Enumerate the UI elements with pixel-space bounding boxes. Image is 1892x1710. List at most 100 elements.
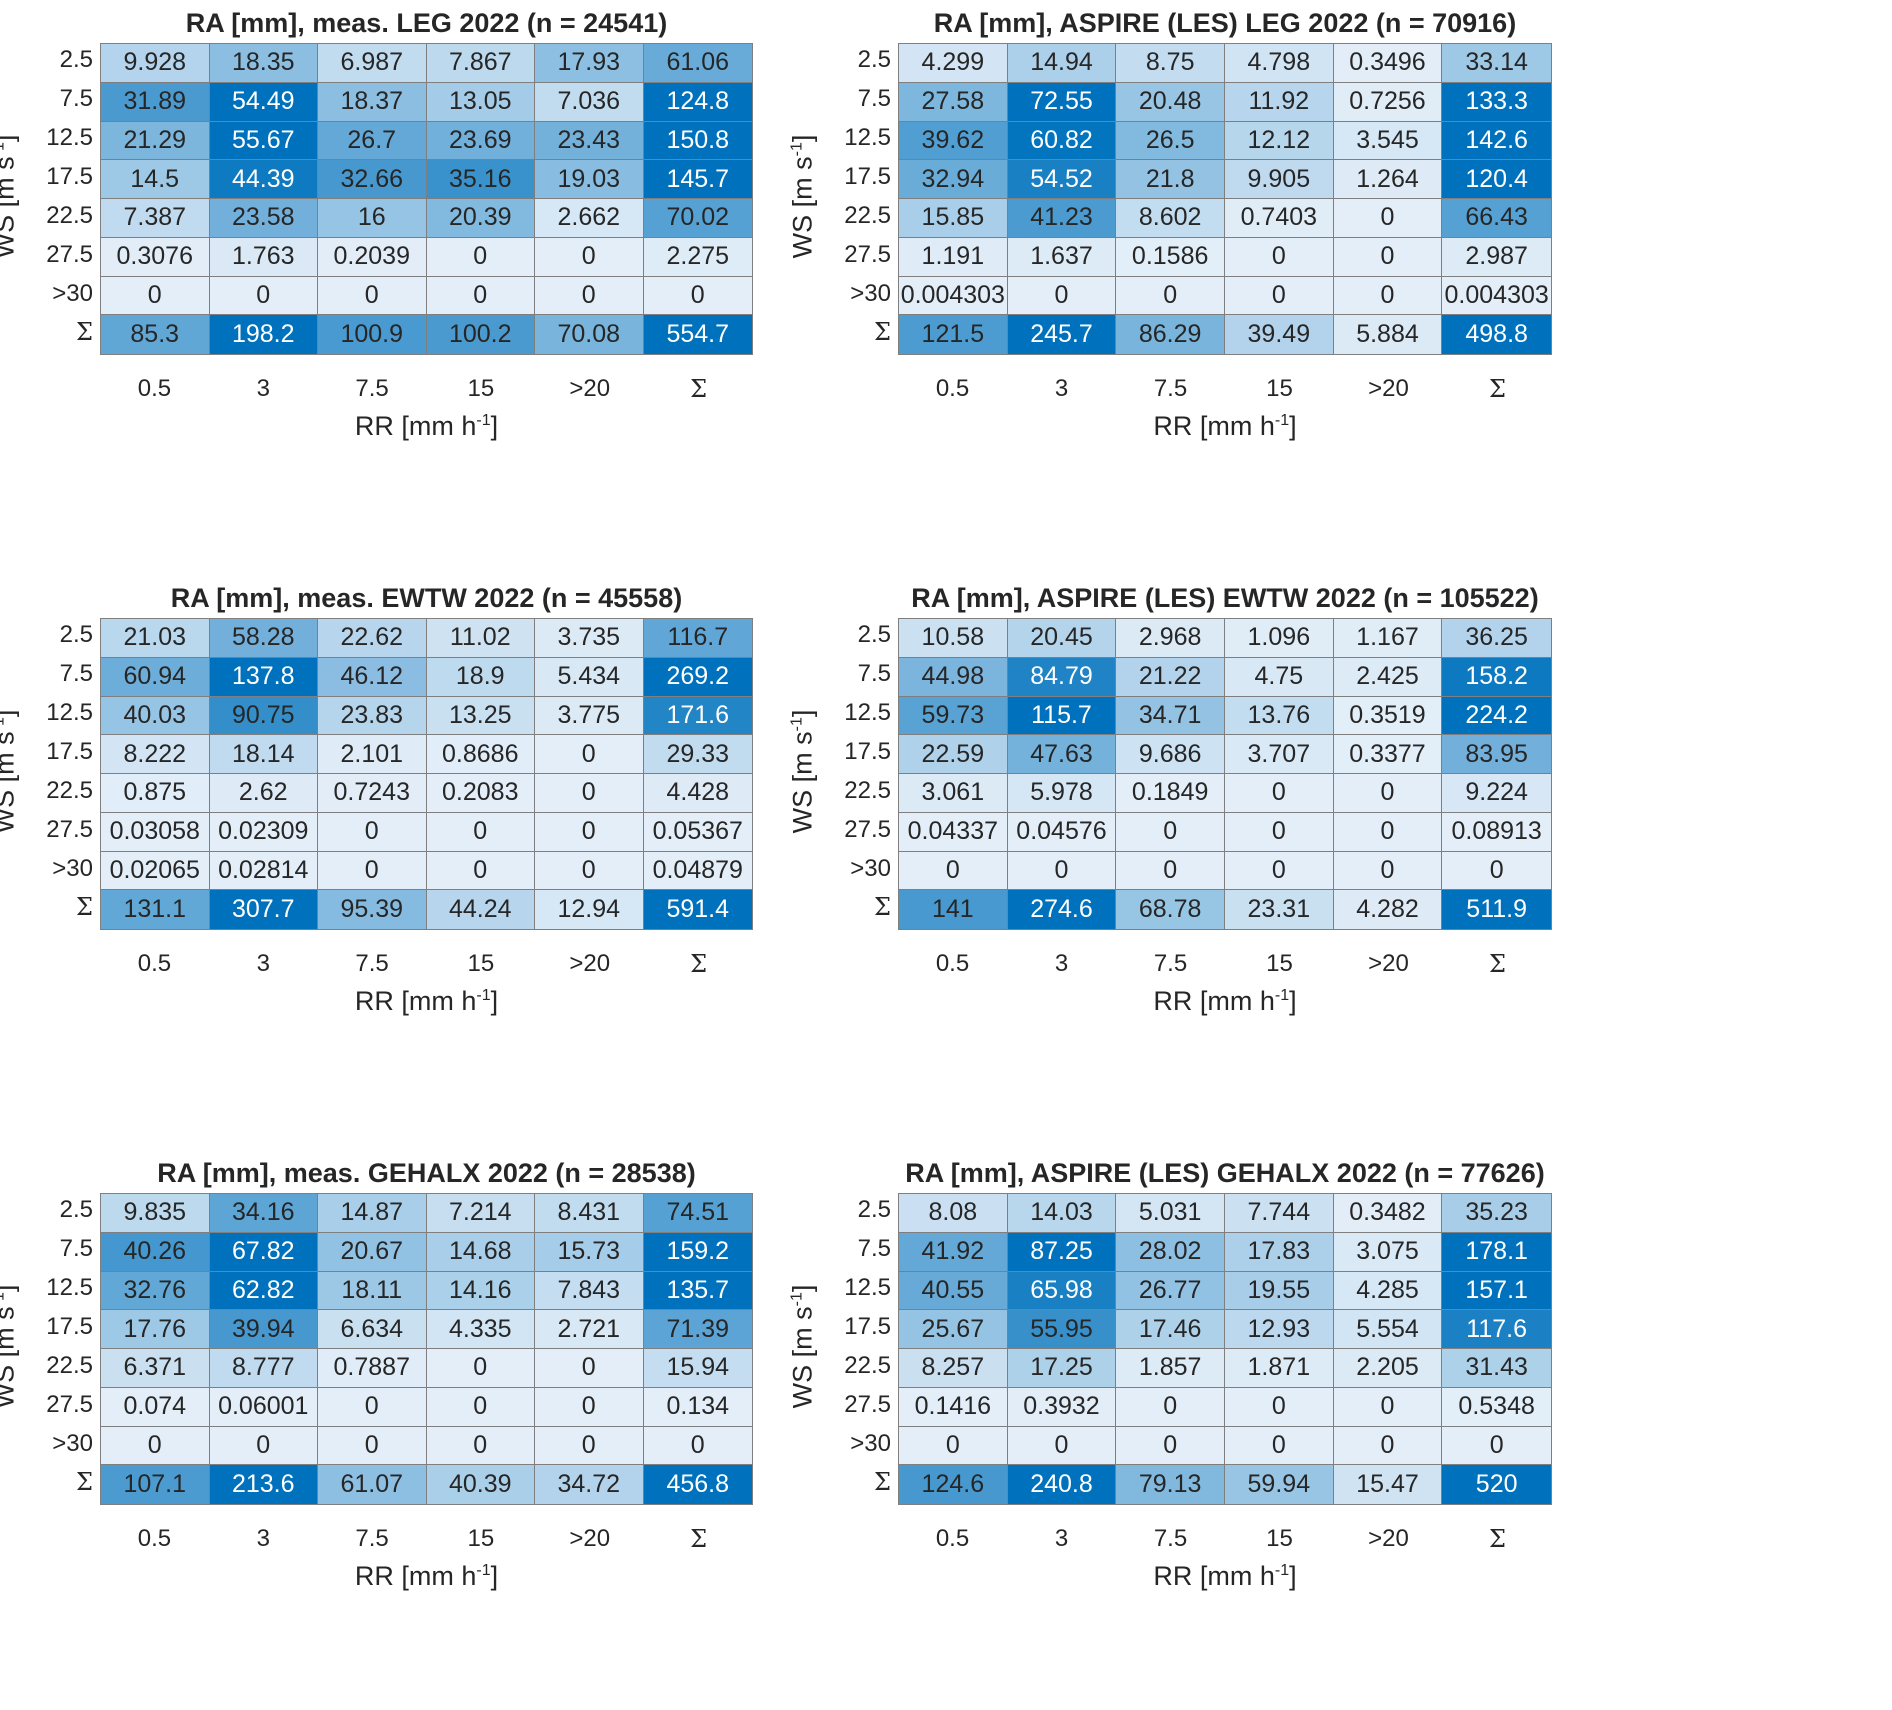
heatmap-sum-cell: 0.05367 — [643, 812, 752, 852]
y-tick-label: 7.5 — [857, 1235, 891, 1262]
heatmap-cell: 17.76 — [101, 1310, 210, 1349]
y-tick-label: >30 — [850, 855, 891, 882]
heatmap-sum-cell: 31.43 — [1442, 1349, 1551, 1388]
x-tick-label: >20 — [569, 950, 611, 977]
heatmap-sum-cell: 0.134 — [643, 1387, 752, 1427]
heatmap-cell: 2.205 — [1333, 1349, 1443, 1388]
heatmap-sum-cell: 39.49 — [1224, 315, 1334, 354]
heatmap-sum-cell: 15.94 — [643, 1349, 752, 1388]
y-tick-label: 12.5 — [46, 1274, 93, 1301]
heatmap-panel: RA [mm], ASPIRE (LES) EWTW 2022 (n = 105… — [788, 575, 1892, 1135]
heatmap-sum-cell: 86.29 — [1116, 315, 1225, 354]
heatmap-cell: 55.67 — [209, 121, 318, 161]
y-tick-label: 7.5 — [59, 660, 93, 687]
heatmap-sum-cell: 44.24 — [426, 890, 535, 929]
y-tick-label: >30 — [850, 1430, 891, 1457]
heatmap-cell: 26.5 — [1116, 121, 1225, 161]
heatmap-cell: 1.096 — [1224, 619, 1334, 658]
heatmap-cell: 0 — [1116, 1387, 1225, 1427]
x-axis-label: RR [mm h-1] — [1153, 986, 1297, 1016]
y-tick-label: 2.5 — [857, 621, 891, 648]
heatmap-sum-cell: 224.2 — [1442, 696, 1551, 736]
heatmap-sum-cell: 23.31 — [1224, 890, 1334, 929]
y-tick-label: 27.5 — [844, 1391, 891, 1418]
y-tick-label: >30 — [52, 855, 93, 882]
heatmap-cell: 46.12 — [318, 657, 427, 697]
heatmap-cell: 7.744 — [1224, 1194, 1334, 1233]
heatmap-sum-cell: 150.8 — [643, 121, 752, 161]
heatmap-sum-cell: 121.5 — [899, 315, 1008, 354]
heatmap-cell: 20.67 — [318, 1232, 427, 1272]
heatmap-cell: 0.02309 — [209, 812, 318, 852]
heatmap-sum-cell: 0.04879 — [643, 851, 752, 891]
heatmap-grid: 21.03 58.28 22.62 11.02 3.735 116.7 60.94 137.8… — [100, 618, 753, 930]
y-axis-label: WS [m s-1] — [0, 710, 20, 834]
x-tick-label: >20 — [1368, 950, 1409, 977]
heatmap-cell: 7.387 — [101, 199, 210, 238]
heatmap-sum-cell: 83.95 — [1442, 735, 1551, 774]
heatmap-cell: 0 — [1333, 276, 1443, 316]
heatmap-cell: 2.62 — [209, 774, 318, 813]
heatmap-cell: 0 — [1224, 1426, 1334, 1466]
heatmap-cell: 17.93 — [535, 44, 644, 83]
heatmap-cell: 0 — [1116, 851, 1225, 891]
heatmap-cell: 0.7243 — [318, 774, 427, 813]
heatmap-cell: 5.434 — [535, 657, 644, 697]
heatmap-sum-cell: 9.224 — [1442, 774, 1551, 813]
y-tick-label: Σ — [76, 893, 93, 921]
y-tick-label: Σ — [76, 318, 93, 346]
heatmap-cell: 0 — [899, 1426, 1008, 1466]
heatmap-sum-cell: 4.282 — [1333, 890, 1443, 929]
heatmap-cell: 0.3377 — [1333, 735, 1443, 774]
heatmap-sum-cell: 29.33 — [643, 735, 752, 774]
heatmap-sum-cell: 117.6 — [1442, 1310, 1551, 1349]
heatmap-sum-cell: 142.6 — [1442, 121, 1551, 161]
heatmap-cell: 0 — [1116, 812, 1225, 852]
heatmap-panel: RA [mm], ASPIRE (LES) LEG 2022 (n = 7091… — [788, 0, 1892, 560]
heatmap-sum-cell: 141 — [899, 890, 1008, 929]
heatmap-cell: 13.05 — [426, 82, 535, 122]
heatmap-cell: 0 — [899, 851, 1008, 891]
heatmap-sum-cell: 498.8 — [1442, 315, 1551, 354]
heatmap-sum-cell: 120.4 — [1442, 160, 1551, 199]
y-tick-label: 17.5 — [46, 738, 93, 765]
heatmap-cell: 0.3496 — [1333, 44, 1443, 83]
heatmap-sum-cell: 269.2 — [643, 657, 752, 697]
y-tick-label: Σ — [874, 318, 891, 346]
y-tick-label: 22.5 — [844, 777, 891, 804]
heatmap-cell: 39.94 — [209, 1310, 318, 1349]
heatmap-cell: 21.03 — [101, 619, 210, 658]
heatmap-sum-cell: 95.39 — [318, 890, 427, 929]
heatmap-cell: 65.98 — [1007, 1271, 1117, 1311]
heatmap-cell: 14.5 — [101, 160, 210, 199]
heatmap-sum-cell: 61.07 — [318, 1465, 427, 1504]
heatmap-cell: 10.58 — [899, 619, 1008, 658]
y-tick-label: 27.5 — [844, 816, 891, 843]
heatmap-sum-cell: 274.6 — [1007, 890, 1117, 929]
heatmap-cell: 0 — [209, 1426, 318, 1466]
y-tick-label: 17.5 — [844, 738, 891, 765]
heatmap-cell: 0.04337 — [899, 812, 1008, 852]
heatmap-cell: 5.978 — [1007, 774, 1117, 813]
heatmap-sum-cell: 2.275 — [643, 237, 752, 277]
heatmap-cell: 54.52 — [1007, 160, 1117, 199]
heatmap-sum-cell: 5.884 — [1333, 315, 1443, 354]
x-tick-label: 3 — [256, 1525, 270, 1552]
y-tick-label: Σ — [76, 1468, 93, 1496]
heatmap-cell: 0.1586 — [1116, 237, 1225, 277]
heatmap-cell: 41.23 — [1007, 199, 1117, 238]
heatmap-sum-cell: 131.1 — [101, 890, 210, 929]
heatmap-cell: 9.928 — [101, 44, 210, 83]
heatmap-cell: 7.867 — [426, 44, 535, 83]
heatmap-sum-cell: 0 — [643, 276, 752, 316]
heatmap-cell: 0 — [426, 276, 535, 316]
heatmap-sum-cell: 4.428 — [643, 774, 752, 813]
heatmap-grid: 10.58 20.45 2.968 1.096 1.167 36.25 44.98 84.79… — [898, 618, 1552, 930]
heatmap-cell: 21.8 — [1116, 160, 1225, 199]
heatmap-cell: 6.371 — [101, 1349, 210, 1388]
y-tick-label: 2.5 — [857, 46, 891, 73]
y-tick-label: >30 — [52, 1430, 93, 1457]
heatmap-cell: 41.92 — [899, 1232, 1008, 1272]
heatmap-cell: 0 — [426, 812, 535, 852]
heatmap-cell: 32.66 — [318, 160, 427, 199]
